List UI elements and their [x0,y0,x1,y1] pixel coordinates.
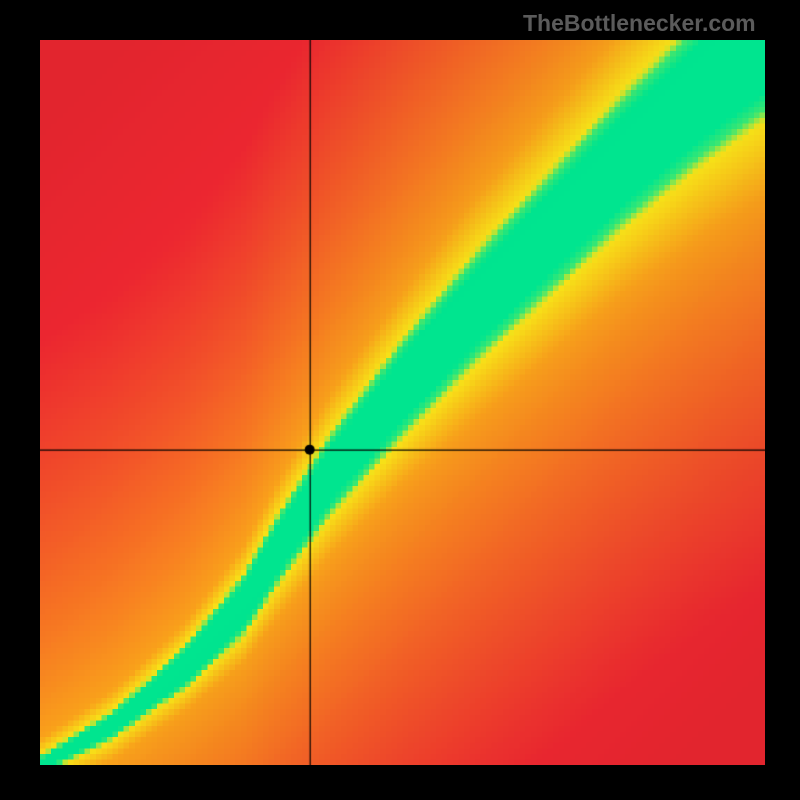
chart-container: TheBottlenecker.com [0,0,800,800]
crosshair-overlay [40,40,765,765]
watermark-text: TheBottlenecker.com [523,10,756,37]
